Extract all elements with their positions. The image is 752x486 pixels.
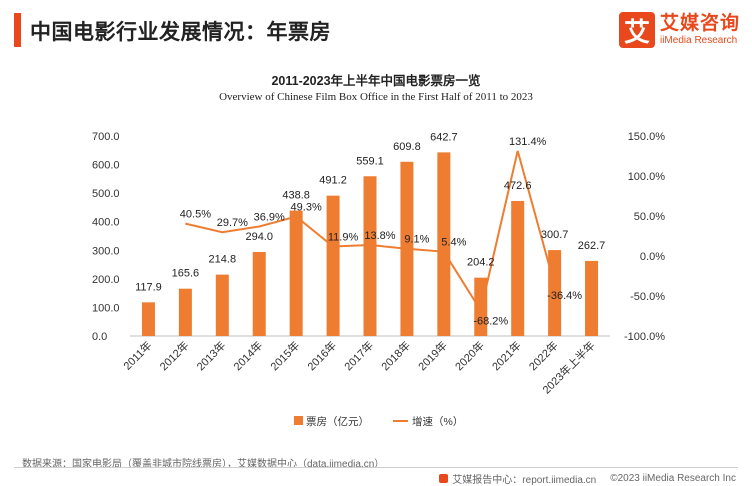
line-value-label: 5.4% [441,237,466,249]
footer-report-center: 艾媒报告中心：report.iimedia.cn [452,475,597,486]
bar [363,176,377,336]
y-left-tick-label: 700.0 [92,131,120,143]
bar-value-label: 438.8 [282,190,310,202]
footer-copyright: ©2023 iiMedia Research Inc [610,473,736,484]
bar-value-label: 609.8 [393,141,421,153]
x-tick-label: 2022年 [526,338,561,373]
x-tick-label: 2015年 [267,338,302,373]
y-right-tick-label: 0.0% [640,251,665,263]
y-left-tick-label: 100.0 [92,302,120,314]
line-value-label: 11.9% [328,231,359,243]
bar-value-label: 642.7 [430,131,458,143]
header-accent-bar [14,13,21,47]
line-value-label: 29.7% [217,217,248,229]
bar [141,302,155,336]
y-left-tick-label: 500.0 [92,188,120,200]
bar [289,210,303,336]
bar [252,252,266,336]
line-value-label: -68.2% [473,316,508,328]
bar-value-label: 165.6 [172,268,200,280]
x-tick-label: 2012年 [157,338,192,373]
bar-value-label: 204.2 [467,257,495,269]
bar-value-label: 559.1 [356,155,384,167]
line-value-label: 36.9% [254,211,285,223]
x-tick-label: 2013年 [193,338,228,373]
y-right-tick-label: 100.0% [628,171,666,183]
logo-cn-text: 艾媒咨询 [659,13,740,34]
footer-divider [14,467,738,468]
legend-line-label: 增速（%） [412,415,463,428]
chart-subtitle: Overview of Chinese Film Box Office in t… [219,91,533,103]
y-left-tick-label: 0.0 [92,331,107,343]
bar-value-label: 294.0 [245,231,273,243]
line-value-label: 131.4% [509,136,547,148]
chart-title: 2011-2023年上半年中国电影票房一览 [271,74,481,88]
bar-value-label: 117.9 [135,281,162,293]
bar-value-label: 262.7 [578,240,606,252]
x-tick-label: 2016年 [304,338,339,373]
logo-en-text: iiMedia Research [659,35,738,46]
x-tick-label: 2020年 [452,338,487,373]
mini-logo-icon [439,474,449,483]
x-tick-label: 2021年 [489,338,524,373]
y-left-tick-label: 600.0 [92,160,120,172]
y-right-tick-label: 50.0% [634,211,665,223]
x-tick-label: 2018年 [378,338,413,373]
x-tick-label: 2014年 [230,338,265,373]
iimedia-logo: 艾 艾媒咨询 iiMedia Research [618,12,740,48]
line-value-label: 9.1% [404,234,429,246]
y-right-tick-label: -50.0% [630,291,665,303]
source-note: 数据来源：国家电影局（覆盖非城市院线票房），艾媒数据中心（data.iimedi… [22,459,385,470]
y-left-tick-label: 200.0 [92,274,120,286]
bar [215,274,229,336]
bar-value-label: 300.7 [541,229,569,241]
line-value-label: 49.3% [291,202,322,214]
box-office-chart: 0.0 100.0 200.0 300.0 400.0 500.0 600.0 700.0 -1… [92,131,666,428]
x-tick-label: 2017年 [341,338,376,373]
line-value-label: -36.4% [547,290,582,302]
bar [326,195,340,336]
bar [585,260,599,336]
page-title: 中国电影行业发展情况：年票房 [30,21,331,44]
bar [511,200,525,336]
legend-bar-label: 票房（亿元） [306,415,369,428]
y-left-tick-label: 300.0 [92,245,120,257]
footer-info: 艾媒报告中心：report.iimedia.cn ©2023 iiMedia R… [439,471,736,486]
y-left-tick-label: 400.0 [92,217,120,229]
logo-mark: 艾 [618,12,655,48]
y-right-tick-label: -100.0% [624,331,665,343]
growth-line [185,150,556,314]
bar-value-label: 472.6 [504,180,532,192]
legend-bar-swatch [294,416,303,425]
y-right-tick-label: 150.0% [628,131,666,143]
bar [178,288,192,336]
line-value-label: 40.5% [180,209,211,221]
bar-value-label: 214.8 [209,254,237,266]
x-tick-label: 2019年 [415,338,450,373]
line-value-label: 13.8% [364,230,395,242]
bar [437,152,451,336]
bar-value-label: 491.2 [319,175,347,187]
x-tick-label: 2011年 [120,338,154,372]
